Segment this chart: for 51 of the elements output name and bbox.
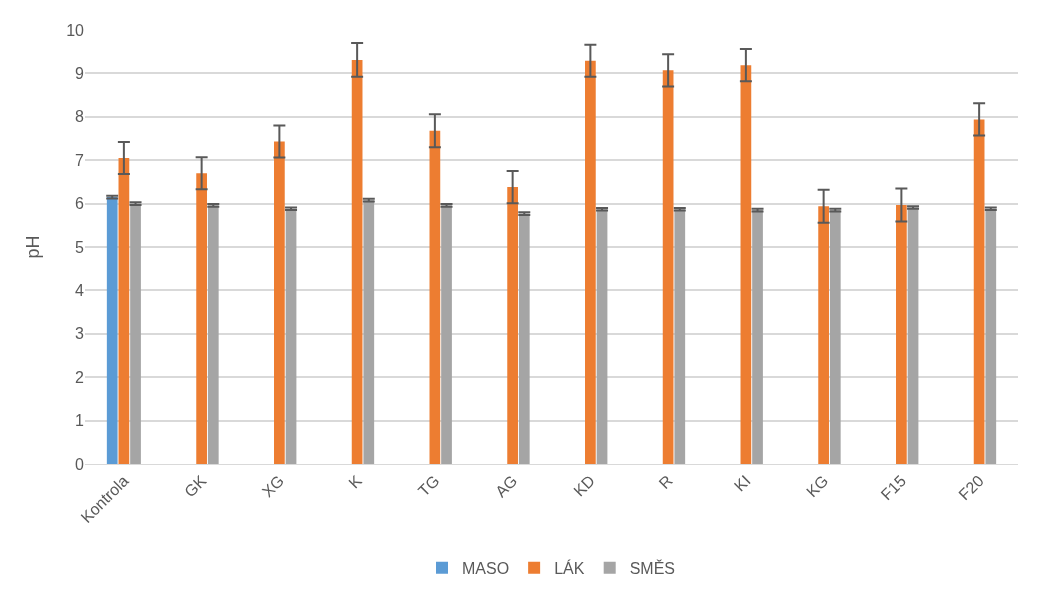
bar: [351, 59, 363, 464]
bar: [518, 213, 530, 464]
bar: [907, 207, 919, 464]
bar: [196, 173, 207, 464]
bar: [973, 119, 985, 464]
y-tick-label: 9: [75, 65, 85, 82]
y-tick-label: 7: [75, 151, 85, 169]
bar: [274, 141, 285, 464]
x-tick-label: K: [345, 471, 366, 492]
bar: [285, 208, 297, 464]
bar: [829, 210, 841, 464]
bar: [752, 210, 763, 464]
x-tick-label: R: [655, 471, 676, 493]
y-tick-label: 0: [75, 455, 85, 473]
bar: [896, 204, 907, 464]
x-tick-label: XG: [258, 471, 288, 501]
y-tick-label: 2: [75, 368, 85, 386]
x-tick-label: AG: [492, 471, 521, 501]
bar: [106, 197, 118, 464]
y-tick-label: 5: [75, 238, 85, 256]
legend-label: MASO: [462, 559, 510, 577]
bar: [674, 209, 686, 464]
bar: [985, 208, 997, 464]
x-tick-label: TG: [414, 471, 443, 500]
bar: [441, 205, 452, 464]
y-axis-title: pH: [23, 235, 43, 259]
y-tick-label: 4: [75, 282, 85, 299]
bar: [507, 187, 518, 464]
x-tick-label: GK: [181, 471, 210, 501]
bar: [130, 203, 141, 464]
bar: [740, 65, 752, 464]
y-tick-label: 10: [66, 21, 85, 39]
x-tick-label: F20: [955, 471, 987, 504]
y-tick-label: 3: [75, 325, 85, 343]
bar: [596, 209, 608, 464]
bar: [363, 200, 375, 464]
x-tick-label: KI: [730, 471, 754, 495]
bar: [429, 130, 441, 464]
bar: [662, 70, 674, 464]
bar: [118, 158, 130, 464]
legend-label: SMĚS: [629, 558, 676, 577]
y-tick-label: 1: [75, 412, 85, 430]
y-tick-label: 8: [75, 108, 85, 126]
x-tick-label: KD: [570, 471, 599, 500]
x-tick-label: F15: [877, 471, 910, 504]
bar: [818, 206, 829, 464]
y-tick-label: 6: [75, 195, 85, 213]
bar: [207, 205, 219, 464]
legend-label: LÁK: [554, 558, 585, 577]
x-tick-label: KG: [803, 471, 832, 501]
bar: [585, 60, 596, 464]
